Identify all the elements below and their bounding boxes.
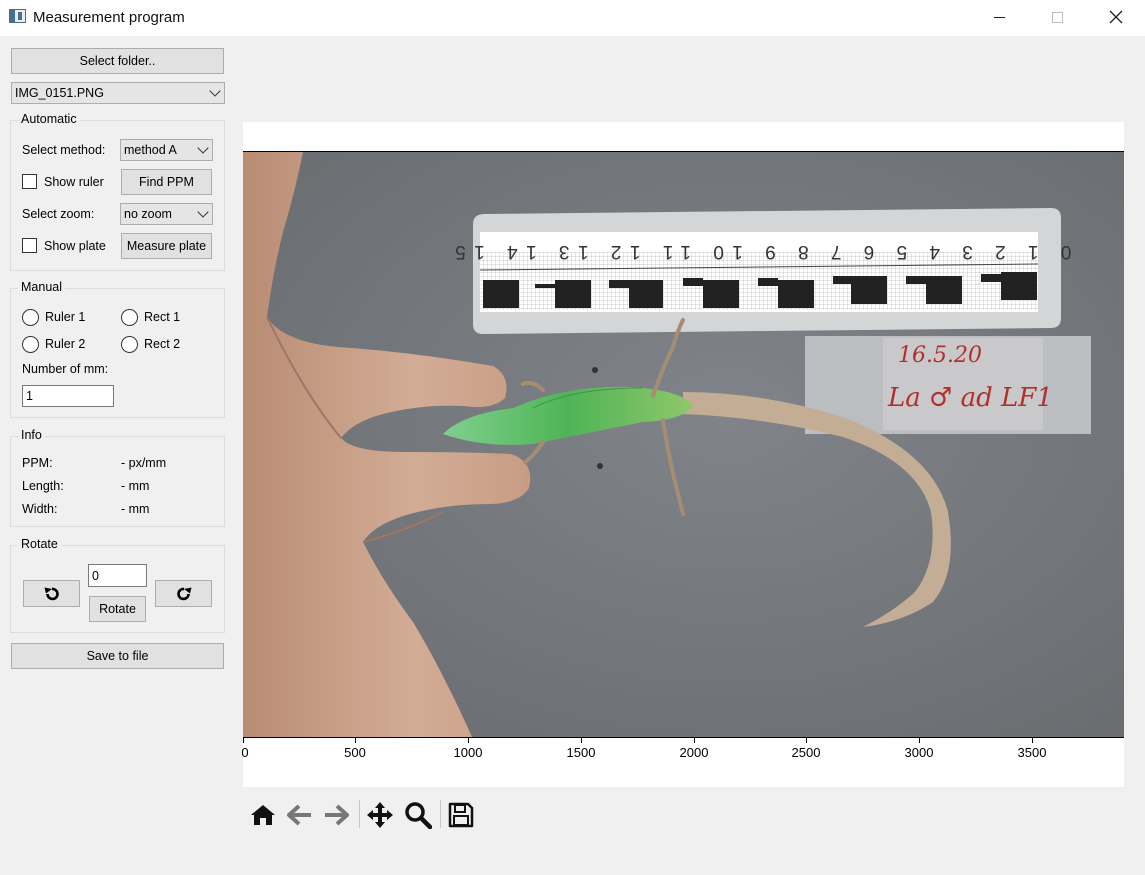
x-tick [806, 738, 807, 743]
x-tick [243, 738, 244, 743]
back-button[interactable] [283, 798, 317, 832]
home-icon [251, 805, 275, 825]
width-value: - mm [121, 502, 150, 516]
number-of-mm-input[interactable]: 1 [22, 385, 114, 407]
x-tick-label: 3000 [904, 745, 934, 760]
show-ruler-checkbox[interactable] [22, 174, 37, 189]
x-tick [919, 738, 920, 743]
plate-date: 16.5.20 [898, 343, 982, 368]
window-title: Measurement program [33, 9, 185, 26]
x-tick-label: 0 [241, 745, 249, 760]
show-plate-label: Show plate [44, 239, 106, 253]
x-tick-label: 1500 [566, 745, 596, 760]
length-value: - mm [121, 479, 150, 493]
chevron-down-icon [197, 142, 209, 154]
automatic-group: Automatic [10, 112, 225, 271]
x-tick [694, 738, 695, 743]
show-plate-checkbox[interactable] [22, 238, 37, 253]
close-button[interactable] [1087, 0, 1145, 34]
app-icon [9, 9, 26, 23]
image-axes[interactable]: 0 1 2 3 4 5 6 7 8 9 10 11 12 13 14 15 16… [243, 151, 1124, 738]
info-group: Info [10, 428, 225, 527]
toolbar-separator [440, 800, 441, 828]
show-ruler-label: Show ruler [44, 175, 104, 189]
arrow-left-icon [287, 804, 311, 826]
rect-1-label: Rect 1 [144, 310, 181, 324]
chevron-down-icon [209, 85, 221, 97]
rect-2-radio[interactable] [121, 336, 138, 353]
rotate-button[interactable]: Rotate [89, 596, 146, 622]
ruler-2-radio[interactable] [22, 336, 39, 353]
manual-group: Manual [10, 280, 225, 418]
manual-group-title: Manual [18, 280, 65, 294]
x-tick [1032, 738, 1033, 743]
zoom-select[interactable]: no zoom [120, 203, 213, 225]
select-folder-button[interactable]: Select folder.. [11, 48, 224, 74]
x-tick [581, 738, 582, 743]
chevron-down-icon [197, 206, 209, 218]
rect-2-label: Rect 2 [144, 337, 181, 351]
arrow-right-icon [325, 804, 349, 826]
number-of-mm-label: Number of mm: [22, 362, 109, 376]
width-label: Width: [22, 502, 58, 516]
floppy-disk-icon [448, 802, 474, 828]
ruler-1-radio[interactable] [22, 309, 39, 326]
zoom-select-value: no zoom [124, 207, 172, 221]
specimen-photo: 0 1 2 3 4 5 6 7 8 9 10 11 12 13 14 15 16… [243, 152, 1124, 737]
info-group-title: Info [18, 428, 45, 442]
x-tick-label: 3500 [1017, 745, 1047, 760]
move-icon [367, 802, 393, 828]
x-tick-label: 1000 [453, 745, 483, 760]
zoom-button[interactable] [401, 798, 435, 832]
toolbar-separator [359, 800, 360, 828]
rotate-angle-input[interactable]: 0 [88, 564, 147, 587]
x-tick-label: 500 [344, 745, 366, 760]
save-figure-button[interactable] [444, 798, 478, 832]
ruler-1-label: Ruler 1 [45, 310, 86, 324]
pan-button[interactable] [363, 798, 397, 832]
rect-1-radio[interactable] [121, 309, 138, 326]
save-to-file-button[interactable]: Save to file [11, 643, 224, 669]
rotate-group: Rotate [10, 537, 225, 633]
rotate-left-icon [44, 587, 59, 600]
maximize-icon [1051, 11, 1063, 23]
file-select[interactable]: IMG_0151.PNG [11, 82, 225, 104]
x-tick [355, 738, 356, 743]
find-ppm-button[interactable]: Find PPM [121, 169, 212, 195]
home-button[interactable] [246, 798, 280, 832]
rotate-left-button[interactable] [23, 580, 80, 607]
minimize-icon [993, 16, 1005, 18]
ppm-value: - px/mm [121, 456, 167, 470]
ruler-scale [483, 272, 1037, 308]
measure-plate-button[interactable]: Measure plate [121, 233, 212, 259]
select-method-label: Select method: [22, 143, 106, 157]
length-label: Length: [22, 479, 64, 493]
plate-code: La ♂ ad LF1 [887, 383, 1053, 413]
select-zoom-label: Select zoom: [22, 207, 95, 221]
maximize-button[interactable] [1028, 0, 1086, 34]
x-tick [468, 738, 469, 743]
ruler-numbers: 0 1 2 3 4 5 6 7 8 9 10 11 12 13 14 15 [447, 241, 1072, 262]
x-tick-label: 2500 [791, 745, 821, 760]
forward-button[interactable] [319, 798, 353, 832]
zoom-icon [405, 802, 432, 829]
rotate-group-title: Rotate [18, 537, 61, 551]
ppm-label: PPM: [22, 456, 53, 470]
close-icon [1109, 10, 1123, 24]
method-select[interactable]: method A [120, 139, 213, 161]
x-tick-label: 2000 [679, 745, 709, 760]
title-bar: Measurement program [0, 0, 1145, 36]
method-select-value: method A [124, 143, 177, 157]
minimize-button[interactable] [970, 0, 1028, 34]
ruler-2-label: Ruler 2 [45, 337, 86, 351]
automatic-group-title: Automatic [18, 112, 80, 126]
file-select-value: IMG_0151.PNG [15, 86, 104, 100]
rotate-right-icon [176, 587, 191, 600]
rotate-right-button[interactable] [155, 580, 212, 607]
